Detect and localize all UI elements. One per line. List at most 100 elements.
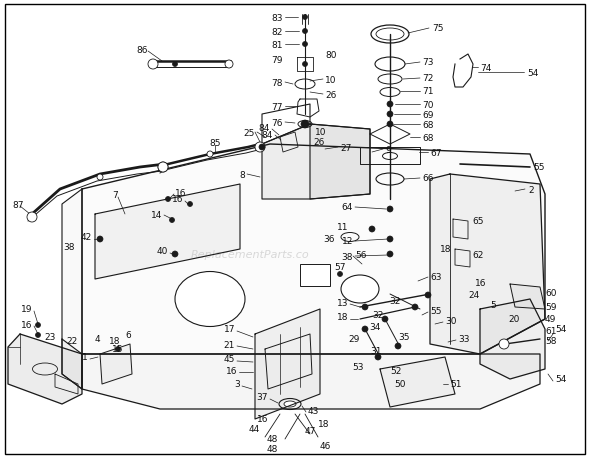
Text: 78: 78 bbox=[271, 78, 283, 87]
Circle shape bbox=[369, 226, 375, 233]
Text: 22: 22 bbox=[67, 337, 78, 346]
Text: 74: 74 bbox=[480, 63, 491, 73]
Text: 50: 50 bbox=[394, 380, 406, 389]
Polygon shape bbox=[310, 125, 370, 200]
Text: 45: 45 bbox=[224, 355, 235, 364]
Text: 18: 18 bbox=[318, 420, 329, 429]
Text: 71: 71 bbox=[422, 86, 434, 95]
Text: 6: 6 bbox=[125, 330, 131, 339]
Text: 36: 36 bbox=[323, 235, 335, 244]
Text: 67: 67 bbox=[430, 148, 441, 157]
Text: 75: 75 bbox=[432, 23, 444, 33]
Text: 7: 7 bbox=[112, 190, 118, 199]
Circle shape bbox=[172, 62, 178, 67]
Circle shape bbox=[158, 162, 168, 173]
Text: 44: 44 bbox=[249, 425, 260, 434]
Text: 16: 16 bbox=[225, 367, 237, 375]
Circle shape bbox=[169, 218, 175, 223]
Text: 26: 26 bbox=[325, 90, 336, 99]
Text: 58: 58 bbox=[545, 337, 556, 346]
Text: 84: 84 bbox=[258, 123, 270, 132]
Text: 25: 25 bbox=[244, 128, 255, 137]
Text: 84: 84 bbox=[261, 130, 273, 139]
Circle shape bbox=[382, 316, 388, 322]
Circle shape bbox=[303, 29, 307, 34]
Text: 26: 26 bbox=[313, 137, 325, 146]
Text: 66: 66 bbox=[422, 173, 434, 182]
Text: 51: 51 bbox=[450, 380, 461, 389]
Text: 48: 48 bbox=[266, 435, 278, 443]
Text: 1: 1 bbox=[82, 353, 88, 362]
Text: 64: 64 bbox=[342, 203, 353, 212]
Circle shape bbox=[35, 333, 41, 338]
Circle shape bbox=[387, 252, 393, 257]
Text: 29: 29 bbox=[349, 335, 360, 344]
Text: 12: 12 bbox=[342, 237, 353, 246]
Polygon shape bbox=[262, 125, 370, 200]
Polygon shape bbox=[82, 354, 540, 409]
Circle shape bbox=[303, 16, 307, 21]
Ellipse shape bbox=[382, 153, 398, 160]
Text: 68: 68 bbox=[422, 133, 434, 142]
Text: 77: 77 bbox=[271, 102, 283, 111]
Circle shape bbox=[425, 292, 431, 298]
Text: 86: 86 bbox=[136, 45, 148, 54]
Text: 85: 85 bbox=[209, 138, 221, 147]
Text: 76: 76 bbox=[271, 118, 283, 127]
Circle shape bbox=[188, 202, 192, 207]
Text: 54: 54 bbox=[555, 325, 566, 334]
Circle shape bbox=[362, 304, 368, 310]
Circle shape bbox=[35, 323, 41, 328]
Circle shape bbox=[499, 339, 509, 349]
Circle shape bbox=[225, 61, 233, 69]
Text: 56: 56 bbox=[355, 250, 366, 259]
Text: 24: 24 bbox=[468, 290, 480, 299]
Circle shape bbox=[97, 236, 103, 242]
Circle shape bbox=[259, 145, 265, 151]
Text: 5: 5 bbox=[490, 300, 496, 309]
Circle shape bbox=[116, 347, 120, 352]
Circle shape bbox=[387, 236, 393, 242]
Text: 18: 18 bbox=[440, 245, 451, 254]
Circle shape bbox=[158, 162, 168, 173]
Text: 14: 14 bbox=[150, 210, 162, 219]
Circle shape bbox=[301, 121, 309, 129]
Text: ReplacementParts.co: ReplacementParts.co bbox=[191, 249, 309, 259]
Circle shape bbox=[255, 143, 265, 153]
Text: 62: 62 bbox=[472, 250, 483, 259]
Text: 57: 57 bbox=[335, 263, 346, 272]
Text: 38: 38 bbox=[342, 252, 353, 261]
Circle shape bbox=[412, 304, 418, 310]
Circle shape bbox=[387, 112, 393, 118]
Text: 13: 13 bbox=[336, 298, 348, 307]
Polygon shape bbox=[255, 309, 320, 419]
Circle shape bbox=[387, 207, 393, 213]
Circle shape bbox=[303, 62, 307, 67]
Text: 73: 73 bbox=[422, 57, 434, 67]
Text: 79: 79 bbox=[271, 56, 283, 64]
Circle shape bbox=[362, 326, 368, 332]
Circle shape bbox=[387, 122, 393, 128]
Text: 38: 38 bbox=[64, 243, 75, 252]
Text: 68: 68 bbox=[422, 120, 434, 129]
Text: 4: 4 bbox=[95, 335, 101, 344]
Polygon shape bbox=[82, 145, 545, 354]
Text: 52: 52 bbox=[390, 367, 401, 375]
Text: 35: 35 bbox=[398, 333, 409, 342]
Text: 34: 34 bbox=[369, 323, 381, 332]
Text: 54: 54 bbox=[555, 375, 566, 384]
Text: 16: 16 bbox=[257, 414, 268, 424]
Ellipse shape bbox=[284, 401, 296, 407]
Circle shape bbox=[395, 343, 401, 349]
Text: 61: 61 bbox=[545, 327, 556, 336]
Text: 47: 47 bbox=[305, 426, 316, 436]
Text: 16: 16 bbox=[475, 278, 487, 287]
Text: 9: 9 bbox=[385, 145, 391, 154]
Text: 3: 3 bbox=[234, 380, 240, 389]
Text: 60: 60 bbox=[545, 288, 556, 297]
Text: 80: 80 bbox=[325, 50, 336, 59]
Text: 33: 33 bbox=[458, 335, 470, 344]
Polygon shape bbox=[480, 299, 545, 379]
Polygon shape bbox=[62, 190, 82, 389]
Text: 48: 48 bbox=[266, 444, 278, 453]
